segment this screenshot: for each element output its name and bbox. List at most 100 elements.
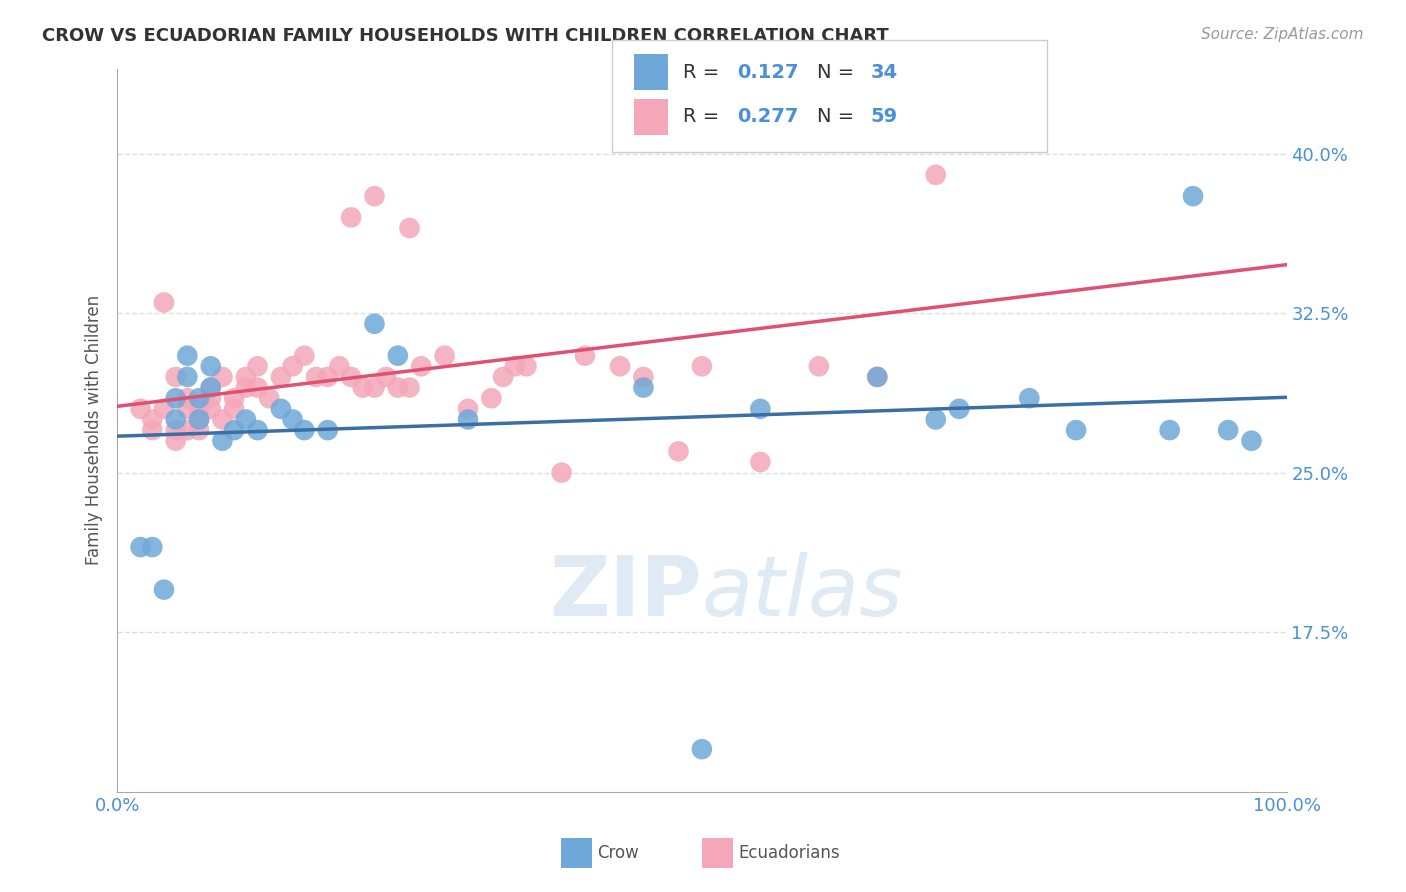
Point bbox=[316, 370, 339, 384]
Point bbox=[1216, 423, 1239, 437]
Point bbox=[479, 391, 502, 405]
Point bbox=[200, 391, 222, 405]
Point bbox=[200, 380, 222, 394]
Point bbox=[281, 359, 304, 374]
Point bbox=[983, 125, 1005, 139]
Text: Source: ZipAtlas.com: Source: ZipAtlas.com bbox=[1201, 27, 1364, 42]
Point bbox=[165, 412, 187, 426]
Point bbox=[292, 349, 315, 363]
Point bbox=[224, 391, 246, 405]
Point bbox=[246, 359, 269, 374]
Point bbox=[352, 380, 374, 394]
Point bbox=[1240, 434, 1263, 448]
Point bbox=[165, 370, 187, 384]
Text: R =: R = bbox=[683, 62, 725, 82]
Point bbox=[1159, 423, 1181, 437]
Point bbox=[141, 423, 163, 437]
Text: Ecuadorians: Ecuadorians bbox=[738, 844, 839, 862]
Point bbox=[188, 401, 211, 416]
Point bbox=[176, 370, 198, 384]
Point bbox=[188, 412, 211, 426]
Point bbox=[305, 370, 328, 384]
Point bbox=[153, 295, 176, 310]
Point bbox=[387, 380, 409, 394]
Point bbox=[281, 412, 304, 426]
Point bbox=[224, 423, 246, 437]
Text: 34: 34 bbox=[870, 62, 897, 82]
Point bbox=[411, 359, 433, 374]
Point bbox=[690, 742, 713, 756]
Text: 0.277: 0.277 bbox=[737, 107, 799, 127]
Point bbox=[292, 423, 315, 437]
Point bbox=[211, 412, 233, 426]
Point bbox=[609, 359, 631, 374]
Point bbox=[398, 380, 420, 394]
Point bbox=[690, 359, 713, 374]
Point bbox=[176, 391, 198, 405]
Point bbox=[246, 380, 269, 394]
Text: CROW VS ECUADORIAN FAMILY HOUSEHOLDS WITH CHILDREN CORRELATION CHART: CROW VS ECUADORIAN FAMILY HOUSEHOLDS WIT… bbox=[42, 27, 889, 45]
Text: R =: R = bbox=[683, 107, 725, 127]
Point bbox=[375, 370, 398, 384]
Point bbox=[211, 370, 233, 384]
Point bbox=[633, 370, 655, 384]
Point bbox=[633, 380, 655, 394]
Point bbox=[141, 412, 163, 426]
Point bbox=[235, 380, 257, 394]
Point bbox=[141, 540, 163, 554]
Point bbox=[948, 401, 970, 416]
Point bbox=[188, 423, 211, 437]
Point bbox=[1018, 391, 1040, 405]
Point bbox=[270, 401, 292, 416]
Point bbox=[188, 391, 211, 405]
Point bbox=[176, 423, 198, 437]
Point bbox=[188, 412, 211, 426]
Point bbox=[550, 466, 572, 480]
Point bbox=[503, 359, 526, 374]
Point bbox=[866, 370, 889, 384]
Point bbox=[457, 401, 479, 416]
Point bbox=[316, 423, 339, 437]
Point bbox=[176, 349, 198, 363]
Text: N =: N = bbox=[817, 62, 860, 82]
Point bbox=[363, 380, 385, 394]
Point bbox=[211, 434, 233, 448]
Text: 59: 59 bbox=[870, 107, 897, 127]
Point bbox=[925, 168, 948, 182]
Point bbox=[153, 401, 176, 416]
Text: Crow: Crow bbox=[598, 844, 640, 862]
Text: ZIP: ZIP bbox=[550, 552, 702, 633]
Point bbox=[749, 455, 772, 469]
Point bbox=[749, 401, 772, 416]
Point bbox=[433, 349, 456, 363]
Point bbox=[129, 401, 152, 416]
Point bbox=[200, 359, 222, 374]
Point bbox=[257, 391, 280, 405]
Point bbox=[398, 221, 420, 235]
Point bbox=[492, 370, 515, 384]
Point bbox=[457, 412, 479, 426]
Point bbox=[235, 370, 257, 384]
Point bbox=[925, 412, 948, 426]
Point bbox=[153, 582, 176, 597]
Point bbox=[200, 401, 222, 416]
Point bbox=[363, 317, 385, 331]
Point bbox=[387, 349, 409, 363]
Point bbox=[165, 391, 187, 405]
Point bbox=[129, 540, 152, 554]
Point bbox=[328, 359, 350, 374]
Text: N =: N = bbox=[817, 107, 860, 127]
Point bbox=[246, 423, 269, 437]
Point bbox=[1064, 423, 1087, 437]
Point bbox=[574, 349, 596, 363]
Text: 0.127: 0.127 bbox=[737, 62, 799, 82]
Point bbox=[200, 380, 222, 394]
Point bbox=[866, 370, 889, 384]
Point bbox=[224, 401, 246, 416]
Point bbox=[165, 423, 187, 437]
Point bbox=[270, 370, 292, 384]
Point bbox=[807, 359, 830, 374]
Point bbox=[340, 370, 363, 384]
Text: atlas: atlas bbox=[702, 552, 904, 633]
Point bbox=[668, 444, 690, 458]
